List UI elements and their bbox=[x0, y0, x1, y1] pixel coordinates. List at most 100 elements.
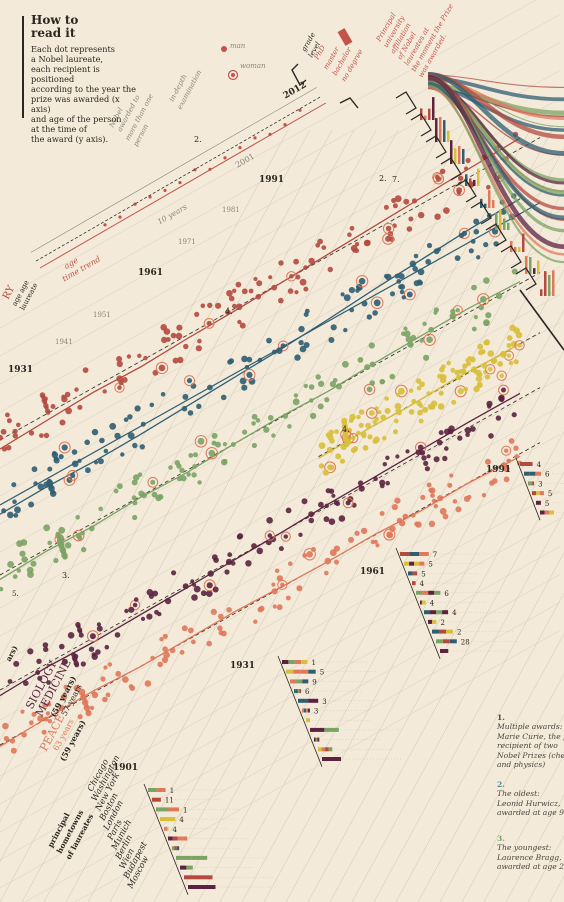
bar-count: 4 bbox=[430, 600, 435, 608]
woman-ring bbox=[280, 531, 291, 542]
laureate-dot bbox=[100, 676, 106, 682]
woman-label: woman bbox=[240, 62, 266, 70]
laureate-dot bbox=[382, 462, 387, 467]
grid-line bbox=[439, 673, 564, 902]
trend-physics bbox=[0, 198, 521, 515]
hometown-bar-seg bbox=[442, 610, 449, 615]
laureate-dot bbox=[102, 696, 108, 703]
laureate-dot bbox=[318, 442, 326, 449]
laureate-dot bbox=[356, 430, 361, 436]
bracket bbox=[470, 201, 492, 225]
laureate-dot bbox=[426, 336, 433, 344]
laureate-dot bbox=[151, 491, 158, 498]
laureate-dot bbox=[299, 278, 307, 286]
laureate-dot bbox=[226, 290, 233, 297]
laureate-dot bbox=[428, 520, 436, 527]
laureate-dot bbox=[429, 487, 436, 494]
hometown-bar-seg bbox=[540, 510, 545, 515]
laureate-dot bbox=[227, 552, 233, 558]
degree-bar bbox=[435, 118, 438, 142]
laureate-dot bbox=[321, 245, 327, 251]
laureate-dot bbox=[60, 694, 67, 701]
laureate-dot bbox=[509, 324, 516, 332]
grid-line bbox=[285, 390, 564, 902]
laureate-dot bbox=[47, 540, 52, 546]
laureate-dot bbox=[42, 702, 48, 708]
laureate-dot bbox=[375, 543, 380, 548]
laureate-dot bbox=[333, 545, 340, 552]
laureate-dot bbox=[365, 422, 371, 429]
howto-rule bbox=[22, 16, 24, 118]
laureate-dot bbox=[417, 444, 424, 451]
laureate-dot bbox=[14, 506, 21, 514]
laureate-dot bbox=[95, 649, 101, 655]
hometown-bar-seg bbox=[439, 629, 446, 634]
laureate-dot bbox=[382, 435, 387, 441]
laureate-dot bbox=[212, 586, 219, 593]
laureate-dot bbox=[408, 216, 414, 222]
hometown-bar-seg bbox=[532, 491, 536, 496]
legend-dot bbox=[118, 215, 122, 219]
laureate-dot bbox=[513, 359, 519, 365]
hometown-bar-seg bbox=[299, 689, 302, 694]
laureate-dot bbox=[433, 310, 438, 315]
laureate-dot bbox=[180, 475, 187, 482]
laureate-dot bbox=[289, 274, 294, 279]
laureate-dot bbox=[43, 432, 50, 439]
laureate-dot bbox=[303, 265, 308, 270]
laureate-dot bbox=[426, 454, 431, 459]
laureate-dot bbox=[343, 294, 351, 302]
chemistry-label-partial: RY age age laureate bbox=[1, 279, 40, 312]
hometown-bar-seg bbox=[449, 639, 457, 644]
laureate-dot bbox=[282, 413, 289, 419]
laureate-dot bbox=[379, 379, 385, 385]
laureate-dot bbox=[403, 326, 408, 331]
hometown-bar-seg bbox=[528, 481, 530, 486]
laureate-dot bbox=[280, 343, 286, 349]
laureate-dot bbox=[394, 402, 402, 410]
laureate-dot bbox=[274, 568, 280, 574]
laureate-dot bbox=[458, 175, 464, 181]
laureate-dot bbox=[499, 373, 505, 379]
grid-line bbox=[241, 309, 564, 902]
laureate-dot bbox=[399, 283, 406, 290]
laureate-dot bbox=[143, 355, 148, 361]
woman-ring bbox=[514, 340, 525, 351]
laureate-dot bbox=[78, 632, 84, 638]
decade-1951: 1951 bbox=[93, 311, 111, 319]
hometown-bar-seg bbox=[434, 590, 441, 595]
hometown-bar-seg bbox=[308, 698, 319, 703]
laureate-dot bbox=[317, 238, 323, 245]
woman-ring bbox=[147, 476, 159, 488]
laureate-dot bbox=[2, 722, 9, 730]
laureate-dot bbox=[391, 504, 398, 511]
laureate-dot bbox=[506, 353, 512, 358]
laureate-dot bbox=[0, 586, 4, 592]
laureate-dot bbox=[197, 338, 202, 344]
hometown-bar-seg bbox=[297, 689, 300, 694]
bracket bbox=[395, 91, 417, 115]
laureate-dot bbox=[42, 396, 48, 402]
laureate-dot bbox=[210, 608, 217, 616]
hometown-bar-seg bbox=[295, 689, 298, 694]
laureate-dot bbox=[303, 286, 309, 292]
hometown-bar-seg bbox=[422, 590, 429, 595]
laureate-dot bbox=[464, 427, 472, 434]
laureate-dot bbox=[318, 501, 324, 508]
howto-title: How to read it bbox=[31, 13, 79, 40]
degree-bar bbox=[529, 257, 532, 274]
degree-bar bbox=[522, 233, 525, 252]
degree-bar bbox=[469, 178, 472, 186]
laureate-dot bbox=[146, 589, 154, 596]
laureate-dot bbox=[43, 716, 49, 722]
laureate-dot bbox=[480, 296, 487, 303]
degree-bar bbox=[495, 213, 498, 230]
laureate-dot bbox=[64, 391, 71, 398]
legend-gender: man woman bbox=[221, 42, 266, 81]
grid-line bbox=[0, 129, 333, 741]
hometown-bar-seg bbox=[414, 561, 420, 566]
grid-line bbox=[0, 210, 561, 525]
laureate-dot bbox=[398, 387, 405, 395]
laureate-dot bbox=[149, 402, 155, 408]
laureate-dot bbox=[228, 295, 235, 302]
